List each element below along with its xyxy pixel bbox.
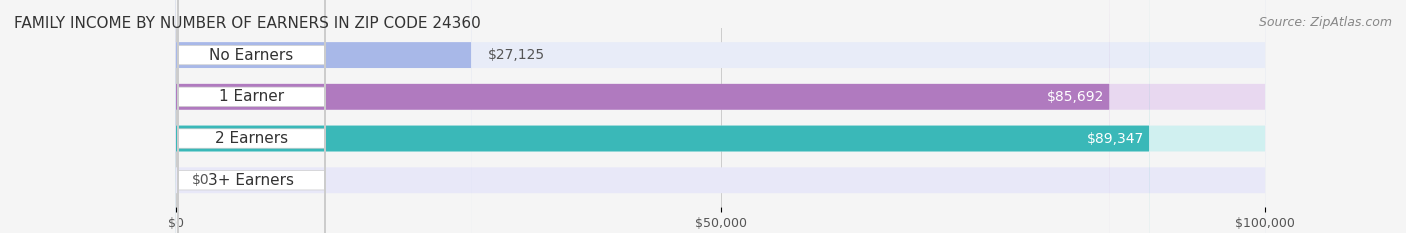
FancyBboxPatch shape [179, 0, 325, 233]
Text: $85,692: $85,692 [1046, 90, 1104, 104]
FancyBboxPatch shape [176, 0, 471, 233]
Text: 1 Earner: 1 Earner [219, 89, 284, 104]
Text: FAMILY INCOME BY NUMBER OF EARNERS IN ZIP CODE 24360: FAMILY INCOME BY NUMBER OF EARNERS IN ZI… [14, 16, 481, 31]
Text: No Earners: No Earners [209, 48, 294, 63]
FancyBboxPatch shape [176, 0, 1265, 233]
FancyBboxPatch shape [176, 0, 1265, 233]
FancyBboxPatch shape [176, 0, 1265, 233]
Text: Source: ZipAtlas.com: Source: ZipAtlas.com [1258, 16, 1392, 29]
FancyBboxPatch shape [176, 0, 1149, 233]
Text: $89,347: $89,347 [1087, 131, 1144, 146]
FancyBboxPatch shape [179, 0, 325, 233]
Text: 2 Earners: 2 Earners [215, 131, 288, 146]
Text: $0: $0 [193, 173, 209, 187]
Text: 3+ Earners: 3+ Earners [208, 173, 294, 188]
FancyBboxPatch shape [176, 0, 1265, 233]
FancyBboxPatch shape [179, 0, 325, 233]
FancyBboxPatch shape [176, 0, 1109, 233]
Text: $27,125: $27,125 [488, 48, 544, 62]
FancyBboxPatch shape [179, 0, 325, 233]
